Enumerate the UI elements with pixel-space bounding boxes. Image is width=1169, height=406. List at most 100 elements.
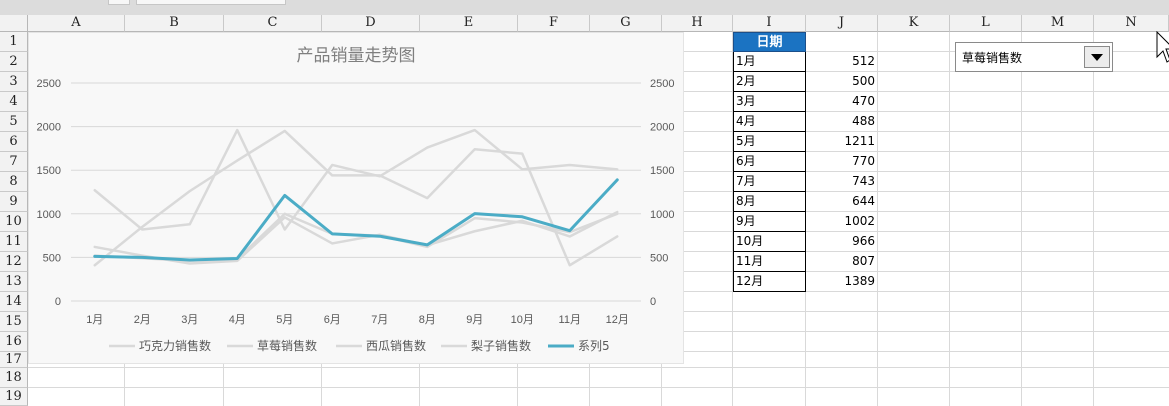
column-header-f[interactable]: F — [518, 15, 590, 32]
grid-line — [949, 32, 950, 406]
x-tick-label: 3月 — [181, 314, 198, 326]
grid-line — [877, 32, 878, 406]
chart-title: 产品销量走势图 — [297, 46, 416, 66]
column-header-g[interactable]: G — [590, 15, 662, 32]
row-header-8[interactable]: 8 — [0, 172, 28, 192]
sales-trend-chart[interactable]: 产品销量走势图 0 500 1000 1500 2000 2500 0 500 1000 1500… — [28, 32, 684, 364]
secondary-y-tick-label: 1500 — [650, 165, 674, 177]
table-cell-value[interactable]: 966 — [852, 234, 875, 248]
column-header-n[interactable]: N — [1094, 15, 1169, 32]
table-cell-month[interactable]: 7月 — [733, 172, 806, 192]
x-tick-label: 4月 — [229, 314, 246, 326]
row-header-18[interactable]: 18 — [0, 368, 28, 388]
x-tick-label: 1月 — [86, 314, 103, 326]
series-line-5 — [93, 178, 619, 262]
row-header-14[interactable]: 14 — [0, 292, 28, 312]
column-header-b[interactable]: B — [125, 15, 224, 32]
table-cell-value[interactable]: 488 — [852, 114, 875, 128]
row-header-19[interactable]: 19 — [0, 388, 28, 406]
row-header-9[interactable]: 9 — [0, 192, 28, 212]
y-tick-label: 2500 — [37, 78, 61, 90]
x-tick-label: 9月 — [466, 314, 483, 326]
y-tick-label: 1500 — [37, 165, 61, 177]
table-cell-month[interactable]: 9月 — [733, 212, 806, 232]
table-cell-month[interactable]: 8月 — [733, 192, 806, 212]
table-cell-value[interactable]: 807 — [852, 254, 875, 268]
row-header-4[interactable]: 4 — [0, 92, 28, 112]
series-line-3 — [93, 210, 619, 265]
row-header-6[interactable]: 6 — [0, 132, 28, 152]
row-header-13[interactable]: 13 — [0, 272, 28, 292]
column-header-k[interactable]: K — [878, 15, 950, 32]
row-header-7[interactable]: 7 — [0, 152, 28, 172]
row-header-2[interactable]: 2 — [0, 52, 28, 72]
x-tick-label: 11月 — [559, 314, 581, 326]
table-cell-month[interactable]: 6月 — [733, 152, 806, 172]
arrow-pointer-icon — [1156, 31, 1169, 63]
column-header-h[interactable]: H — [662, 15, 733, 32]
product-dropdown[interactable]: 草莓销售数 — [955, 42, 1113, 72]
table-cell-month[interactable]: 1月 — [733, 52, 806, 72]
table-header-date[interactable]: 日期 — [733, 32, 806, 52]
table-cell-month[interactable]: 11月 — [733, 252, 806, 272]
secondary-y-tick-label: 0 — [650, 296, 656, 308]
row-header-5[interactable]: 5 — [0, 112, 28, 132]
x-tick-label: 7月 — [371, 314, 388, 326]
column-header-e[interactable]: E — [420, 15, 518, 32]
y-tick-label: 0 — [55, 296, 61, 308]
grid-line — [28, 367, 1169, 368]
legend-label: 梨子销售数 — [471, 338, 531, 353]
secondary-y-tick-label: 500 — [650, 252, 668, 264]
x-tick-label: 6月 — [324, 314, 341, 326]
toolbar-strip — [0, 0, 1169, 15]
table-cell-month[interactable]: 4月 — [733, 112, 806, 132]
sheet-tab[interactable] — [136, 0, 286, 5]
table-cell-month[interactable]: 10月 — [733, 232, 806, 252]
table-cell-value[interactable]: 470 — [852, 94, 875, 108]
legend-label: 系列5 — [578, 339, 610, 353]
x-tick-label: 10月 — [511, 314, 534, 326]
table-cell-month[interactable]: 2月 — [733, 72, 806, 92]
row-header-17[interactable]: 17 — [0, 352, 28, 368]
table-cell-month[interactable]: 12月 — [733, 272, 806, 292]
chart-canvas: 产品销量走势图 0 500 1000 1500 2000 2500 0 500 1000 1500… — [37, 46, 675, 353]
column-header-c[interactable]: C — [224, 15, 322, 32]
legend-label: 草莓销售数 — [257, 338, 317, 353]
table-cell-value[interactable]: 1389 — [844, 274, 875, 288]
column-header-m[interactable]: M — [1022, 15, 1094, 32]
table-cell-value[interactable]: 644 — [852, 194, 875, 208]
table-cell-month[interactable]: 5月 — [733, 132, 806, 152]
table-cell-value[interactable]: 743 — [852, 174, 875, 188]
y-tick-label: 1000 — [37, 209, 61, 221]
row-header-11[interactable]: 11 — [0, 232, 28, 252]
row-header-3[interactable]: 3 — [0, 72, 28, 92]
x-tick-label: 2月 — [134, 314, 151, 326]
table-cell-value[interactable]: 770 — [852, 154, 875, 168]
row-header-12[interactable]: 12 — [0, 252, 28, 272]
dropdown-selected-value: 草莓销售数 — [962, 51, 1023, 65]
table-cell-value[interactable]: 512 — [852, 54, 875, 68]
secondary-y-tick-label: 1000 — [650, 209, 674, 221]
row-header-16[interactable]: 16 — [0, 332, 28, 352]
y-tick-label: 2000 — [37, 122, 61, 134]
dropdown-arrow-button[interactable] — [1084, 46, 1110, 68]
column-header-a[interactable]: A — [28, 15, 125, 32]
table-cell-value[interactable]: 500 — [852, 74, 875, 88]
column-header-d[interactable]: D — [322, 15, 420, 32]
grid-line — [28, 387, 1169, 388]
row-header-10[interactable]: 10 — [0, 212, 28, 232]
column-header-l[interactable]: L — [950, 15, 1022, 32]
grid-line — [1093, 32, 1094, 406]
table-cell-month[interactable]: 3月 — [733, 92, 806, 112]
row-header-15[interactable]: 15 — [0, 312, 28, 332]
column-header-j[interactable]: J — [806, 15, 878, 32]
select-all-corner[interactable] — [0, 15, 28, 32]
grid-line — [1021, 32, 1022, 406]
secondary-y-tick-label: 2000 — [650, 122, 674, 134]
table-cell-value[interactable]: 1002 — [844, 214, 875, 228]
table-cell-value[interactable]: 1211 — [844, 134, 875, 148]
row-header-1[interactable]: 1 — [0, 32, 28, 52]
column-header-i[interactable]: I — [733, 15, 806, 32]
sheet-tab[interactable] — [108, 0, 130, 5]
